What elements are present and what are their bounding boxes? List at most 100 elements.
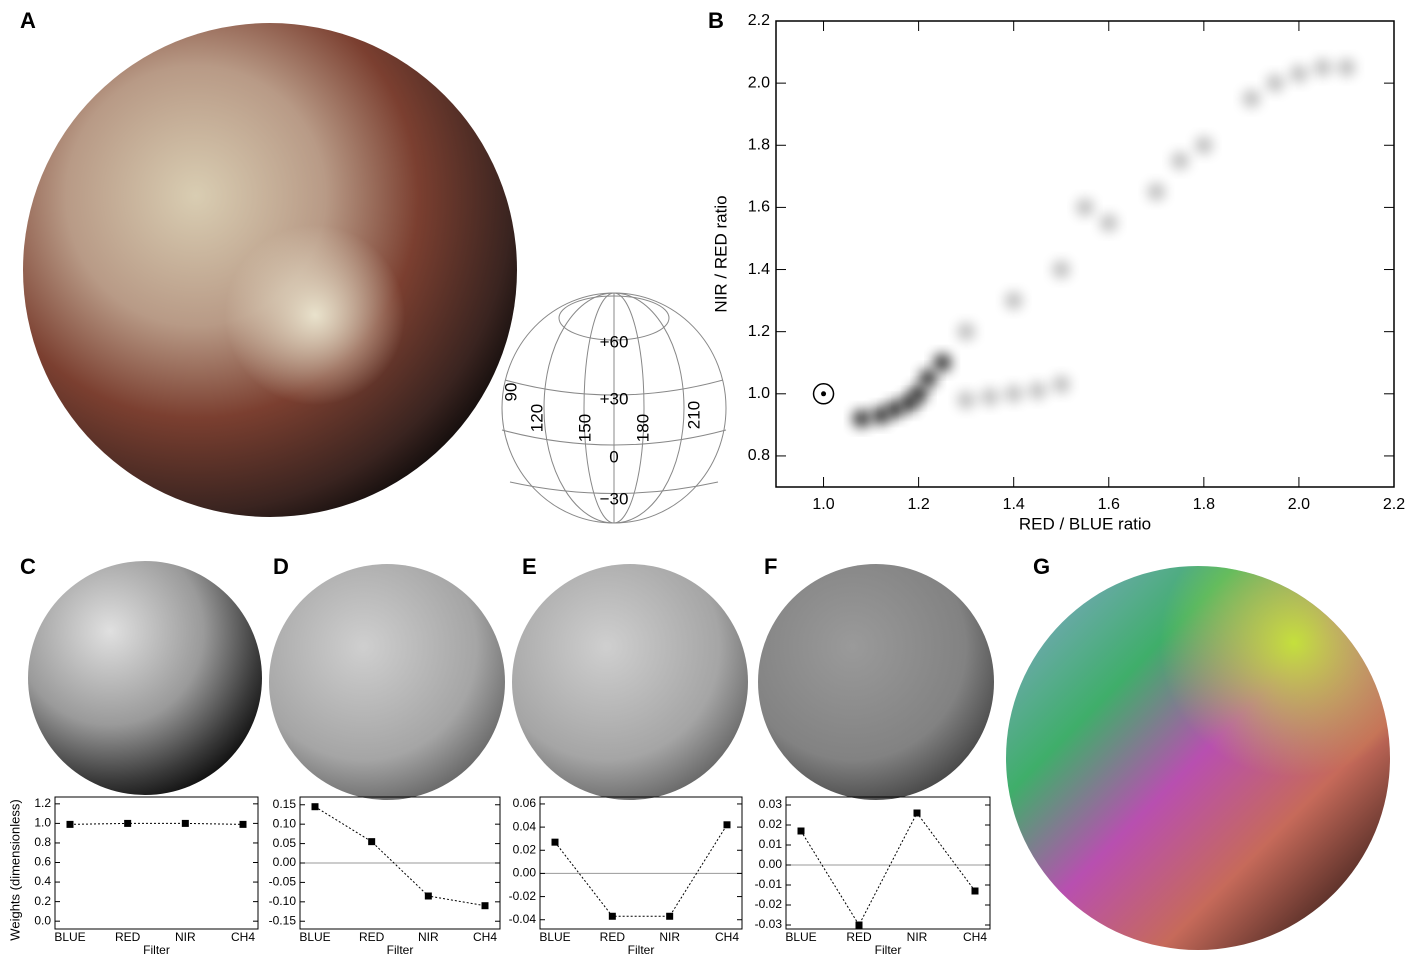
x-tick-label: NIR xyxy=(907,930,928,944)
longitude-label: 150 xyxy=(575,414,594,442)
y-tick-label: -0.01 xyxy=(755,877,783,891)
plot-frame xyxy=(54,796,259,930)
weight-marker xyxy=(608,912,616,920)
scatter-point xyxy=(1004,384,1023,403)
latitude-label: −30 xyxy=(600,489,629,508)
x-tick-label: RED xyxy=(600,930,626,944)
scatter-point xyxy=(1313,58,1332,77)
y-tick-label: 1.8 xyxy=(748,136,770,153)
scatter-point xyxy=(871,406,890,425)
weight-marker xyxy=(481,902,489,910)
y-tick-label: -0.02 xyxy=(509,889,537,903)
weight-marker xyxy=(551,838,559,846)
scatter-point xyxy=(957,322,976,341)
plot-frame xyxy=(785,796,991,930)
y-tick-label: 0.4 xyxy=(34,874,51,888)
weight-marker xyxy=(66,820,74,828)
x-axis-label: Filter xyxy=(143,943,170,957)
longitude-label: 90 xyxy=(501,383,520,402)
y-tick-label: 0.02 xyxy=(513,842,537,856)
x-tick-label: 1.4 xyxy=(1003,496,1025,513)
panel-label: A xyxy=(20,8,36,33)
x-tick-label: BLUE xyxy=(299,930,330,944)
scatter-point xyxy=(909,384,928,403)
scatter-point xyxy=(1076,198,1094,217)
scatter-point xyxy=(1028,381,1047,400)
x-tick-label: CH4 xyxy=(231,930,255,944)
pluto-image-highlight xyxy=(150,150,450,450)
latitude-label: 0 xyxy=(609,447,618,466)
x-tick-label: 1.6 xyxy=(1098,496,1120,513)
scatter-point xyxy=(1266,74,1285,93)
y-tick-label: -0.10 xyxy=(269,894,297,908)
plot-frame xyxy=(775,20,1395,488)
y-tick-label: 0.04 xyxy=(513,819,537,833)
x-tick-label: 1.0 xyxy=(812,496,834,513)
scatter-point xyxy=(1052,375,1071,394)
y-tick-label: 2.2 xyxy=(748,12,770,29)
scatter-point xyxy=(1337,58,1356,77)
weight-marker xyxy=(239,820,247,828)
y-tick-label: 0.03 xyxy=(759,797,783,811)
y-tick-label: 0.10 xyxy=(273,816,297,830)
weight-line xyxy=(554,824,728,917)
scatter-point xyxy=(1242,89,1261,108)
x-tick-label: BLUE xyxy=(785,930,816,944)
panel-label: F xyxy=(764,554,777,579)
composite-image-highlight xyxy=(1006,566,1390,950)
y-tick-label: 0.6 xyxy=(34,855,51,869)
y-tick-label: 0.00 xyxy=(273,855,297,869)
x-axis-label: Filter xyxy=(875,943,902,957)
weight-line xyxy=(69,822,244,825)
scatter-point xyxy=(919,369,938,388)
y-tick-label: 0.01 xyxy=(759,837,783,851)
y-tick-label: 0.2 xyxy=(34,894,51,908)
scatter-point xyxy=(852,409,871,428)
x-tick-label: NIR xyxy=(659,930,680,944)
y-tick-label: 0.00 xyxy=(759,857,783,871)
scatter-point xyxy=(1194,136,1213,155)
scatter-point xyxy=(1171,151,1190,170)
x-tick-label: CH4 xyxy=(963,930,987,944)
weight-marker xyxy=(913,809,921,817)
component-image xyxy=(758,564,994,800)
y-tick-label: -0.05 xyxy=(269,875,297,889)
scatter-point xyxy=(1004,291,1023,310)
y-tick-label: 1.0 xyxy=(748,385,770,402)
longitude-label: 210 xyxy=(684,401,703,429)
component-image xyxy=(269,564,505,800)
y-tick-label: 0.02 xyxy=(759,817,783,831)
component-image xyxy=(512,564,748,800)
weight-marker xyxy=(855,921,863,929)
x-tick-label: CH4 xyxy=(715,930,739,944)
latitude-label: +30 xyxy=(600,389,629,408)
x-axis-label: Filter xyxy=(628,943,655,957)
y-tick-label: 1.2 xyxy=(34,796,51,810)
weight-marker xyxy=(368,838,376,846)
panel-label: G xyxy=(1033,554,1050,579)
y-tick-label: -0.03 xyxy=(755,917,783,931)
weight-marker xyxy=(666,912,674,920)
scatter-point xyxy=(933,353,952,372)
x-tick-label: NIR xyxy=(175,930,196,944)
panel-label: B xyxy=(708,8,724,33)
reference-marker-dot xyxy=(821,391,827,397)
y-tick-label: 0.8 xyxy=(34,835,51,849)
x-axis-label: Filter xyxy=(387,943,414,957)
weight-marker xyxy=(311,803,319,811)
x-tick-label: RED xyxy=(359,930,385,944)
x-tick-label: 1.2 xyxy=(907,496,929,513)
y-tick-label: 0.06 xyxy=(513,796,537,810)
weight-marker xyxy=(971,887,979,895)
x-tick-label: RED xyxy=(115,930,141,944)
panel-label: C xyxy=(20,554,36,579)
y-tick-label: 0.15 xyxy=(273,797,297,811)
weight-marker xyxy=(424,892,432,900)
panel-label: D xyxy=(273,554,289,579)
scatter-point xyxy=(980,387,999,406)
weight-line xyxy=(800,812,976,927)
plot-frame xyxy=(299,796,501,930)
y-tick-label: -0.15 xyxy=(269,913,297,927)
x-tick-label: RED xyxy=(846,930,872,944)
